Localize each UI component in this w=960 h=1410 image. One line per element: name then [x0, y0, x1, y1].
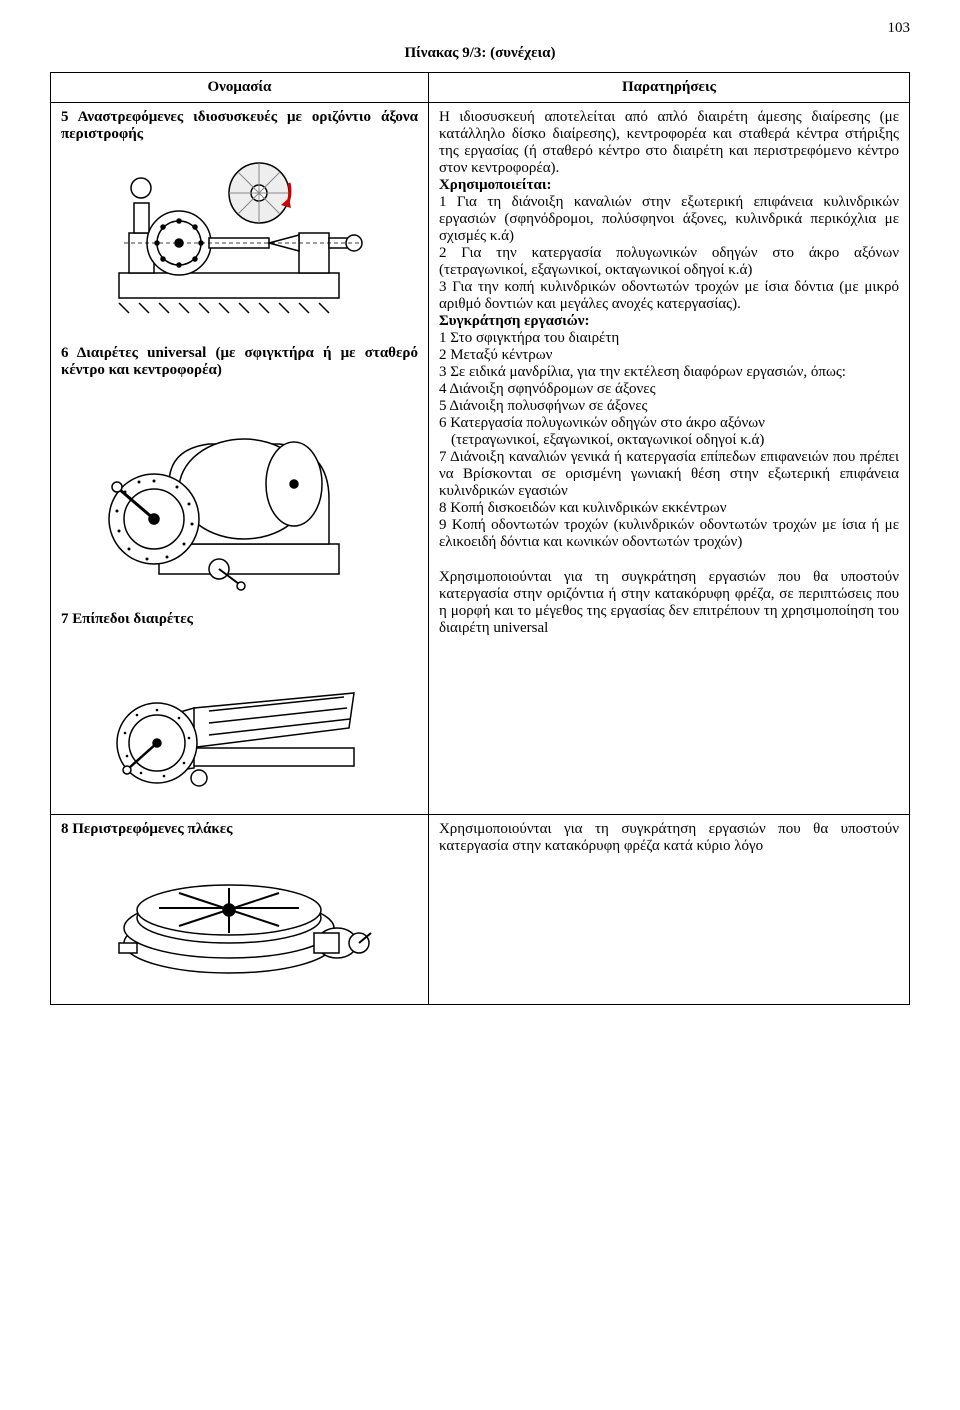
header-obs: Παρατηρήσεις	[428, 73, 909, 103]
cell-name-8: 8 Περιστρεφόμενες πλάκες	[51, 815, 429, 1005]
header-name: Ονομασία	[51, 73, 429, 103]
obs5-intro: Η ιδιοσυσκευή αποτελείται από απλό διαιρ…	[439, 109, 899, 177]
obs5-u2: 2 Για την κατεργασία πολυγωνικών οδηγών …	[439, 245, 899, 279]
row6-name: 6 Διαιρέτες universal (με σφιγκτήρα ή με…	[61, 345, 418, 379]
obs5-u3: 3 Για την κοπή κυλινδρικών οδοντωτών τρο…	[439, 279, 899, 313]
obs5-u1: 1 Για τη διάνοιξη καναλιών στην εξωτερικ…	[439, 194, 899, 245]
obs6-1: 1 Στο σφιγκτήρα του διαιρέτη	[439, 330, 899, 347]
figure-6-icon	[99, 389, 379, 599]
figure-5-icon	[99, 153, 379, 333]
figure-8-icon	[99, 848, 379, 988]
obs7: Χρησιμοποιούνται για τη συγκράτηση εργασ…	[439, 569, 899, 637]
obs6-2: 2 Μεταξύ κέντρων	[439, 347, 899, 364]
row5-name: 5 Αναστρεφόμενες ιδιοσυσκευές με οριζόντ…	[61, 109, 418, 143]
cell-obs-8: Χρησιμοποιούνται για τη συγκράτηση εργασ…	[428, 815, 909, 1005]
obs6-6b: (τετραγωνικοί, εξαγωνικοί, οκταγωνικοί ο…	[439, 432, 899, 449]
table-title: Πίνακας 9/3: (συνέχεια)	[50, 45, 910, 62]
obs6-title: Συγκράτηση εργασιών:	[439, 313, 899, 330]
row8-name: 8 Περιστρεφόμενες πλάκες	[61, 821, 418, 838]
page-number: 103	[50, 20, 910, 37]
obs6-6: 6 Κατεργασία πολυγωνικών οδηγών στο άκρο…	[439, 415, 899, 432]
obs6-5: 5 Διάνοιξη πολυσφήνων σε άξονες	[439, 398, 899, 415]
obs6-9: 9 Κοπή οδοντωτών τροχών (κυλινδρικών οδο…	[439, 517, 899, 551]
obs6-3: 3 Σε ειδικά μανδρίλια, για την εκτέλεση …	[439, 364, 899, 381]
content-table: Ονομασία Παρατηρήσεις 5 Αναστρεφόμενες ι…	[50, 72, 910, 1005]
cell-name-5-6-7: 5 Αναστρεφόμενες ιδιοσυσκευές με οριζόντ…	[51, 103, 429, 815]
obs6-7: 7 Διάνοιξη καναλιών γενικά ή κατεργασία …	[439, 449, 899, 500]
figure-7-icon	[99, 638, 379, 798]
obs5-uses-title: Χρησιμοποιείται:	[439, 177, 899, 194]
obs6-4: 4 Διάνοιξη σφηνόδρομων σε άξονες	[439, 381, 899, 398]
obs8-text: Χρησιμοποιούνται για τη συγκράτηση εργασ…	[439, 821, 899, 855]
cell-obs-5-6-7: Η ιδιοσυσκευή αποτελείται από απλό διαιρ…	[428, 103, 909, 815]
obs6-8: 8 Κοπή δισκοειδών και κυλινδρικών εκκέντ…	[439, 500, 899, 517]
row7-name: 7 Επίπεδοι διαιρέτες	[61, 611, 418, 628]
